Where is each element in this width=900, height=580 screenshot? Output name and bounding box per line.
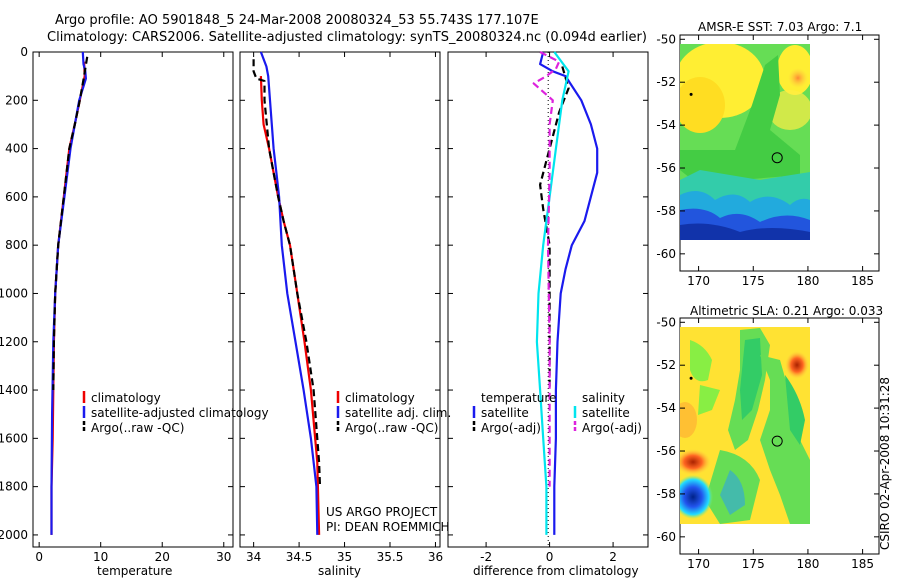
- sst-map-ticks: 170 175 180 185 -50 -52 -54 -56 -58 -60: [656, 32, 879, 288]
- legend-label-sal-satellite: satellite: [582, 406, 630, 420]
- x-tick-label: 35.5: [377, 550, 404, 564]
- x-tick-label: 34: [246, 550, 261, 564]
- figure-title-line-1: Argo profile: AO 5901848_5 24-Mar-2008 2…: [55, 13, 539, 28]
- x-tick-label: 34.5: [286, 550, 313, 564]
- sst-map-title: AMSR-E SST: 7.03 Argo: 7.1: [698, 20, 862, 34]
- y-tick-label: 1200: [0, 335, 28, 349]
- sla-map-panel: Altimetric SLA: 0.21 Argo: 0.033 170 175 1…: [656, 304, 883, 571]
- y-tick-label: 400: [5, 142, 28, 156]
- map-y-tick-label: -50: [656, 315, 676, 329]
- salinity-axes-box: [239, 51, 441, 548]
- difference-series: [532, 51, 599, 535]
- series-line-temperature-satellite: [538, 51, 599, 535]
- x-tick-label: 30: [216, 550, 231, 564]
- x-tick-label: 10: [93, 550, 108, 564]
- x-tick-label: 35: [337, 550, 352, 564]
- sla-map-ticks: 170 175 180 185 -50 -52 -54 -56 -58 -60: [656, 315, 879, 571]
- legend-label-temp-satellite: satellite: [481, 406, 529, 420]
- map-x-tick-label: 170: [687, 274, 710, 288]
- sst-field-image: [680, 44, 810, 240]
- series-line-satellite-adj-clim-: [259, 51, 319, 535]
- series-line-argo-raw-qc-: [252, 59, 322, 487]
- sst-map-panel: AMSR-E SST: 7.03 Argo: 7.1 170 175 180 185 -…: [656, 20, 880, 288]
- series-line-temperature-argo-adj-: [538, 66, 570, 390]
- map-x-tick-label: 170: [687, 557, 710, 571]
- map-y-tick-label: -54: [656, 401, 676, 415]
- map-x-tick-label: 180: [796, 274, 819, 288]
- map-y-tick-label: -50: [656, 32, 676, 46]
- legend-label-climatology: climatology: [91, 391, 161, 405]
- temperature-series: [50, 51, 89, 535]
- temperature-xlabel: temperature: [97, 564, 172, 578]
- csiro-timestamp: CSIRO 02-Apr-2008 10:31:28: [878, 377, 892, 550]
- sla-argo-position-marker: [771, 435, 783, 447]
- series-line-climatology: [50, 61, 86, 535]
- salinity-panel: 34 34.5 35 35.5 36 salinity climatology sate…: [239, 51, 451, 578]
- x-tick-label: 36: [428, 550, 443, 564]
- sla-secondary-marker: [689, 376, 693, 380]
- y-tick-label: 1600: [0, 431, 28, 445]
- pi-annotation: PI: DEAN ROEMMICH: [326, 520, 449, 534]
- difference-ticks: -2 0 2: [448, 51, 648, 564]
- legend-label-argo: Argo(..raw -QC): [345, 421, 438, 435]
- x-tick-label: 2: [609, 550, 617, 564]
- map-y-tick-label: -58: [656, 204, 676, 218]
- legend-label-sal-argo: Argo(-adj): [582, 421, 642, 435]
- temperature-legend: climatology satellite-adjusted climatolo…: [82, 391, 269, 435]
- map-y-tick-label: -52: [656, 358, 676, 372]
- legend-label-satellite-adjusted: satellite-adjusted climatology: [91, 406, 269, 420]
- map-y-tick-label: -60: [656, 247, 676, 261]
- difference-xlabel: difference from climatology: [473, 564, 639, 578]
- legend-label-climatology: climatology: [345, 391, 415, 405]
- salinity-ticks: 34 34.5 35 35.5 36: [240, 51, 443, 564]
- legend-label-satellite-adj: satellite adj. clim.: [345, 406, 451, 420]
- sst-argo-position-marker: [771, 152, 783, 164]
- map-y-tick-label: -56: [656, 444, 676, 458]
- y-tick-label: 0: [20, 45, 28, 59]
- x-tick-label: 0: [546, 550, 554, 564]
- map-x-tick-label: 175: [742, 557, 765, 571]
- difference-legend: temperature satellite Argo(-adj) salinit…: [472, 391, 642, 435]
- legend-group-temperature: temperature: [481, 391, 556, 405]
- figure-title-line-2: Climatology: CARS2006. Satellite-adjuste…: [47, 30, 647, 45]
- salinity-series: [252, 51, 322, 535]
- sla-map-title: Altimetric SLA: 0.21 Argo: 0.033: [690, 304, 883, 318]
- project-annotation: US ARGO PROJECT: [326, 505, 438, 519]
- series-line-satellite-adjusted-climatology: [50, 51, 88, 535]
- salinity-xlabel: salinity: [318, 564, 361, 578]
- map-y-tick-label: -54: [656, 118, 676, 132]
- legend-group-salinity: salinity: [582, 391, 625, 405]
- map-y-tick-label: -52: [656, 75, 676, 89]
- map-x-tick-label: 180: [796, 557, 819, 571]
- temperature-axes-box: [32, 51, 234, 548]
- y-tick-label: 2000: [0, 528, 28, 542]
- map-y-tick-label: -58: [656, 487, 676, 501]
- difference-panel: -2 0 2 difference from climatology tempera…: [447, 51, 649, 578]
- legend-label-argo: Argo(..raw -QC): [91, 421, 184, 435]
- series-line-salinity-argo-adj-: [532, 51, 561, 487]
- y-tick-label: 200: [5, 93, 28, 107]
- y-tick-label: 1800: [0, 480, 28, 494]
- map-y-tick-label: -56: [656, 161, 676, 175]
- map-x-tick-label: 175: [742, 274, 765, 288]
- y-tick-label: 1000: [0, 286, 28, 300]
- series-line-salinity-satellite: [535, 51, 570, 535]
- legend-label-temp-argo: Argo(-adj): [481, 421, 541, 435]
- y-tick-label: 800: [5, 238, 28, 252]
- map-x-tick-label: 185: [851, 274, 874, 288]
- temperature-panel: 0 10 20 30 0 200 400 600 800 1000 1200 1400 1600 1800…: [0, 45, 269, 578]
- x-tick-label: 20: [155, 550, 170, 564]
- y-tick-label: 600: [5, 190, 28, 204]
- sst-secondary-marker: [689, 92, 693, 96]
- x-tick-label: -2: [480, 550, 492, 564]
- series-line-argo-raw-qc-: [52, 56, 89, 391]
- y-tick-label: 1400: [0, 383, 28, 397]
- sla-field-image: [680, 327, 810, 524]
- salinity-legend: climatology satellite adj. clim. Argo(..…: [336, 391, 451, 435]
- map-y-tick-label: -60: [656, 530, 676, 544]
- x-tick-label: 0: [35, 550, 43, 564]
- map-x-tick-label: 185: [851, 557, 874, 571]
- temperature-ticks: 0 10 20 30 0 200 400 600 800 1000 1200 1400 1600 1800…: [0, 45, 233, 564]
